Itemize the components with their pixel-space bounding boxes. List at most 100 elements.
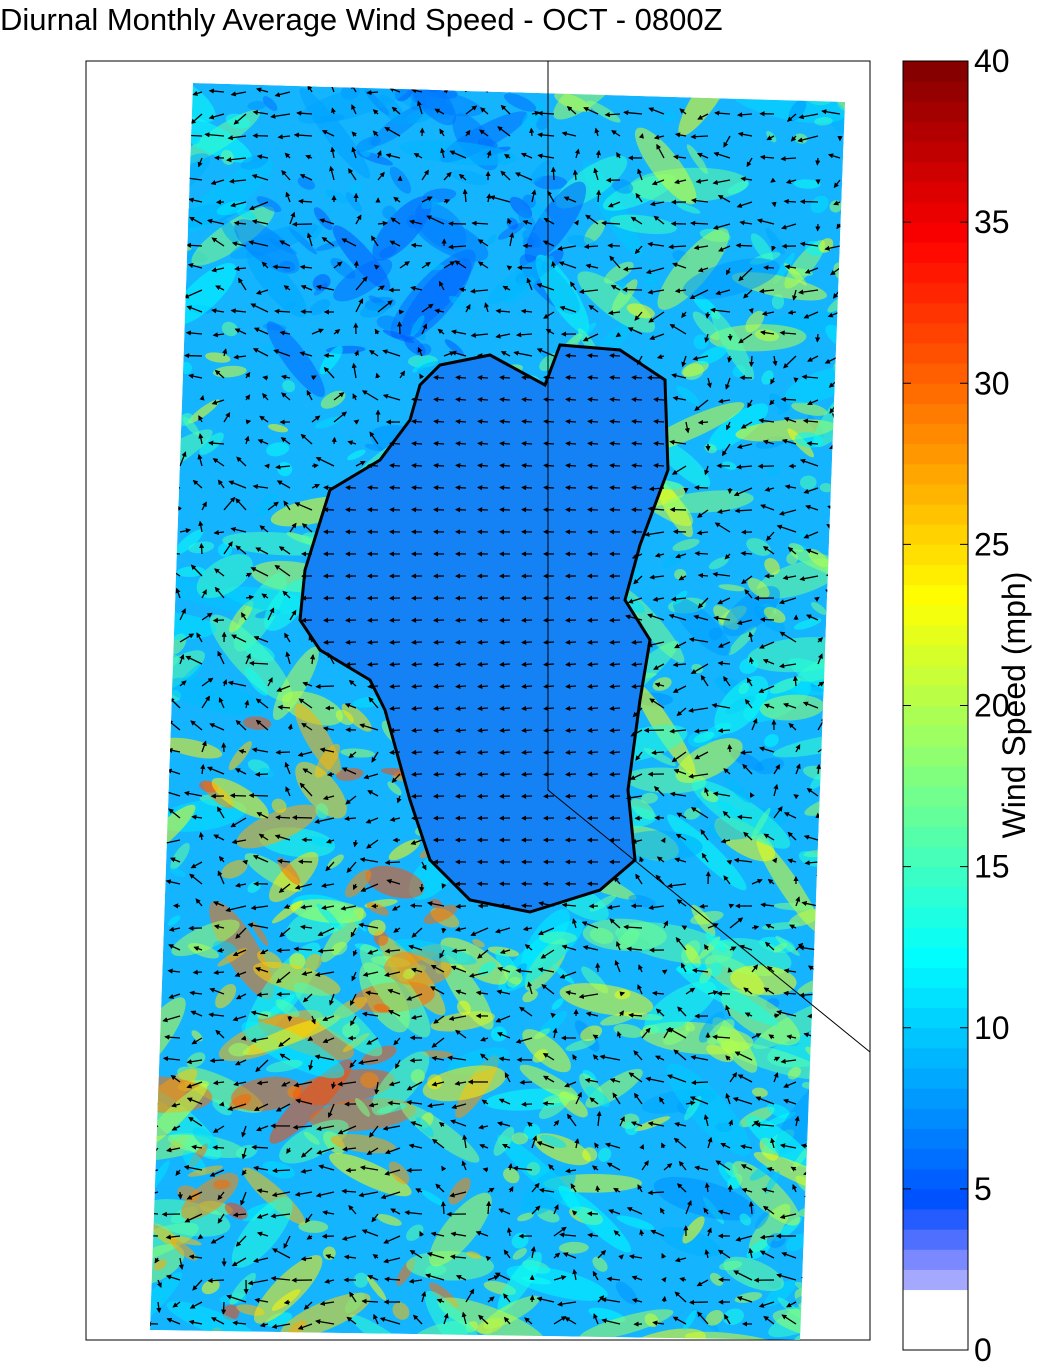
wind-arrow (478, 487, 488, 488)
wind-arrow (434, 730, 444, 731)
wind-arrow (250, 663, 268, 664)
wind-arrow (671, 509, 686, 510)
colorbar-band (903, 685, 968, 706)
wind-arrow (434, 487, 444, 488)
colorbar-band (903, 1008, 968, 1029)
wind-arrow (456, 443, 466, 444)
wind-arrow (325, 355, 334, 356)
wind-arrow (276, 817, 290, 818)
wind-arrow (588, 752, 598, 753)
wind-arrow (610, 443, 620, 444)
wind-arrow (500, 399, 510, 400)
wind-arrow (588, 465, 598, 466)
wind-arrow (277, 950, 290, 951)
wind-arrow (588, 377, 598, 378)
wind-arrow (434, 664, 444, 665)
colorbar-band (903, 1229, 968, 1250)
wind-arrow (598, 191, 599, 202)
wind-arrow (588, 664, 598, 665)
wind-arrow (263, 377, 268, 378)
wind-arrow (412, 443, 422, 444)
wind-arrow (544, 443, 554, 444)
wind-arrow (610, 686, 620, 687)
wind-arrow (478, 355, 488, 356)
wind-arrow (817, 334, 818, 342)
wind-arrow (664, 838, 665, 840)
wind-arrow (252, 1147, 268, 1148)
colorbar-band (903, 1048, 968, 1069)
colorbar-band (903, 262, 968, 283)
colorbar-band (903, 887, 968, 908)
wind-arrow (180, 1192, 181, 1199)
colorbar-band (903, 565, 968, 586)
wind-arrow (795, 677, 796, 686)
wind-arrow (390, 465, 400, 466)
wind-arrow (250, 795, 268, 796)
wind-arrow (324, 642, 334, 643)
colorbar-band (903, 706, 968, 727)
colorbar-band (903, 101, 968, 122)
wind-arrow (368, 465, 378, 466)
wind-arrow (566, 752, 576, 753)
wind-arrow (654, 421, 664, 422)
wind-arrow (654, 443, 664, 444)
colorbar-band (903, 484, 968, 505)
wind-arrow (761, 619, 774, 620)
colorbar-tick-label: 30 (974, 365, 1010, 401)
colorbar-band (903, 81, 968, 102)
wind-arrow (243, 861, 246, 862)
colorbar-band (903, 585, 968, 606)
wind-arrow (285, 1302, 290, 1303)
wind-arrow (412, 399, 422, 400)
wind-arrow (610, 399, 620, 400)
wind-arrow (632, 465, 642, 466)
wind-arrow (588, 686, 598, 687)
colorbar-band (903, 947, 968, 968)
wind-arrow (566, 355, 576, 356)
colorbar-band (903, 1169, 968, 1190)
wind-arrow (544, 730, 554, 731)
wind-arrow (412, 421, 422, 422)
colorbar-band (903, 806, 968, 827)
wind-arrow (632, 664, 642, 665)
wind-arrow (632, 399, 642, 400)
wind-arrow (478, 774, 488, 775)
colorbar-band (903, 424, 968, 445)
colorbar-label: Wind Speed (mph) (996, 572, 1032, 839)
wind-arrow (500, 487, 510, 488)
wind-arrow (610, 664, 620, 665)
wind-arrow (531, 129, 532, 136)
wind-arrow (390, 443, 400, 444)
wind-arrow (544, 774, 554, 775)
wind-arrow (808, 443, 818, 444)
wind-arrow (434, 774, 444, 775)
wind-arrow (597, 1186, 598, 1192)
colorbar-band (903, 1330, 968, 1351)
wind-arrow (588, 421, 598, 422)
wind-arrow (368, 642, 378, 643)
colorbar-band (903, 1249, 968, 1270)
wind-arrow (588, 355, 598, 356)
wind-arrow (522, 465, 532, 466)
colorbar-band (903, 283, 968, 304)
colorbar-tick-label: 5 (974, 1171, 992, 1207)
wind-arrow (544, 708, 554, 709)
wind-arrow (652, 752, 664, 753)
colorbar-tick-label: 40 (974, 43, 1010, 79)
wind-arrow (654, 399, 664, 400)
wind-arrow (390, 642, 400, 643)
colorbar-band (903, 61, 968, 82)
wind-arrow (692, 1082, 708, 1083)
wind-arrow (544, 377, 554, 378)
wind-arrow (566, 642, 576, 643)
wind-arrow (522, 487, 532, 488)
wind-arrow (478, 421, 488, 422)
wind-arrow (367, 92, 378, 93)
wind-arrow (566, 664, 576, 665)
wind-arrow (214, 620, 224, 621)
wind-arrow (500, 443, 510, 444)
wind-arrow (544, 421, 554, 422)
wind-arrow (544, 642, 554, 643)
wind-arrow (412, 487, 422, 488)
